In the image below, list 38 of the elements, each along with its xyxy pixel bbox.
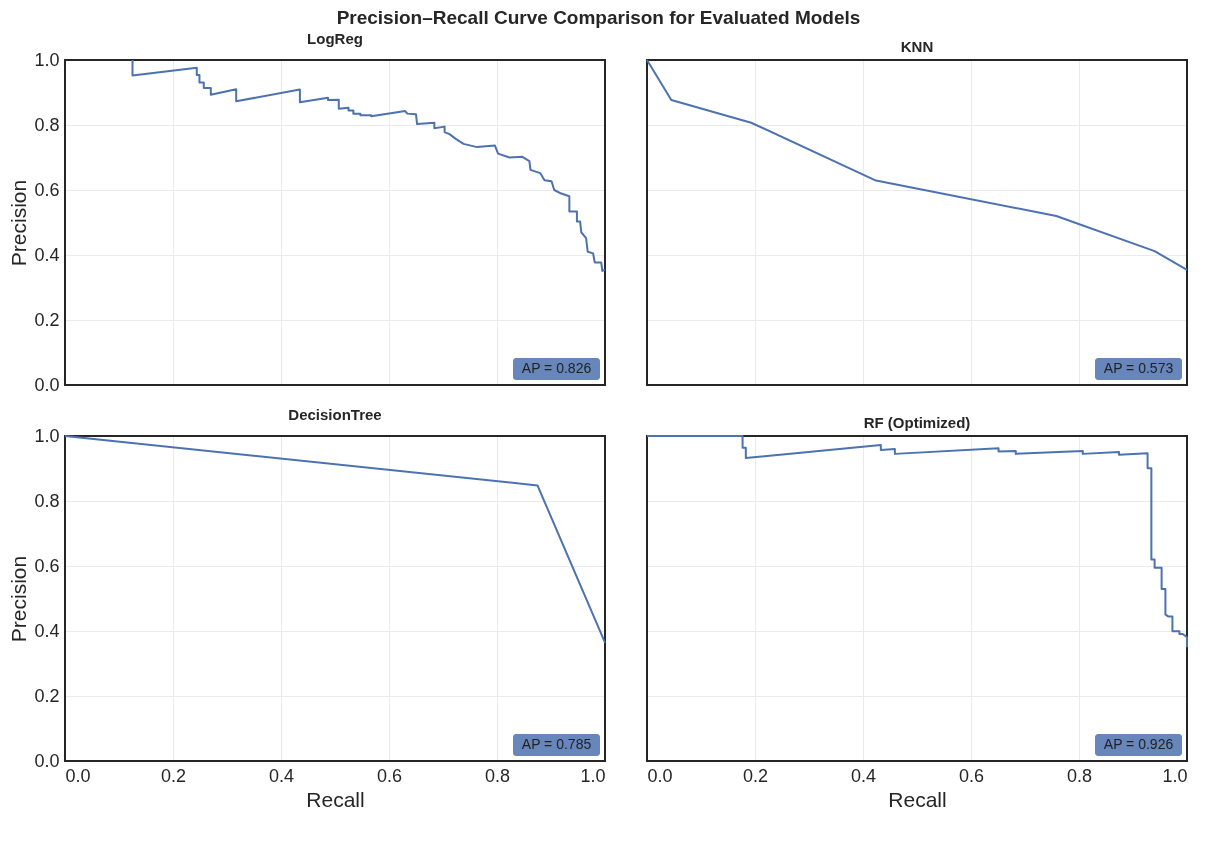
annotation: AP = 0.826: [521, 360, 592, 376]
x-tick-label: 0.6: [958, 765, 985, 786]
x-tick-label: 1.0: [580, 765, 606, 786]
y-tick-label: 0.4: [34, 620, 60, 641]
y-axis-title: Precision: [7, 555, 31, 643]
x-tick-label: 0.4: [850, 765, 877, 786]
x-tick-label: 0.0: [65, 765, 91, 786]
y-tick-label: 1.0: [34, 425, 60, 446]
annotation: AP = 0.573: [1103, 360, 1174, 376]
x-axis-title: Recall: [306, 787, 365, 811]
annotation: AP = 0.785: [521, 736, 592, 752]
text: Precision–Recall Curve Comparison for Evaluated Models: [336, 6, 861, 28]
y-tick-label: 1.0: [34, 49, 60, 70]
x-tick-label: 0.2: [160, 765, 187, 786]
chart-title: LogReg: [307, 30, 363, 47]
x-axis-title: Recall: [888, 787, 947, 811]
y-tick-label: 0.2: [34, 685, 60, 706]
y-tick-label: 0.6: [34, 179, 60, 200]
line-series: [131, 59, 606, 272]
annotation: AP = 0.926: [1103, 736, 1174, 752]
y-tick-label: 0.8: [34, 490, 60, 511]
y-tick-label: 0.4: [34, 244, 60, 265]
y-tick-label: 0.0: [34, 374, 60, 395]
x-tick-label: 0.4: [268, 765, 295, 786]
chart-title: RF (Optimized): [863, 414, 971, 431]
x-tick-label: 0.8: [484, 765, 511, 786]
x-tick-label: 0.8: [1066, 765, 1093, 786]
x-tick-label: 0.0: [647, 765, 673, 786]
y-tick-label: 0.2: [34, 309, 60, 330]
chart-title: KNN: [900, 38, 934, 55]
y-tick-label: 0.8: [34, 114, 60, 135]
x-tick-label: 0.2: [742, 765, 769, 786]
x-tick-label: 0.6: [376, 765, 403, 786]
y-tick-label: 0.0: [34, 750, 60, 771]
x-tick-label: 1.0: [1162, 765, 1188, 786]
y-axis-title: Precision: [7, 179, 31, 267]
y-tick-label: 0.6: [34, 555, 60, 576]
chart-title: DecisionTree: [288, 406, 382, 423]
